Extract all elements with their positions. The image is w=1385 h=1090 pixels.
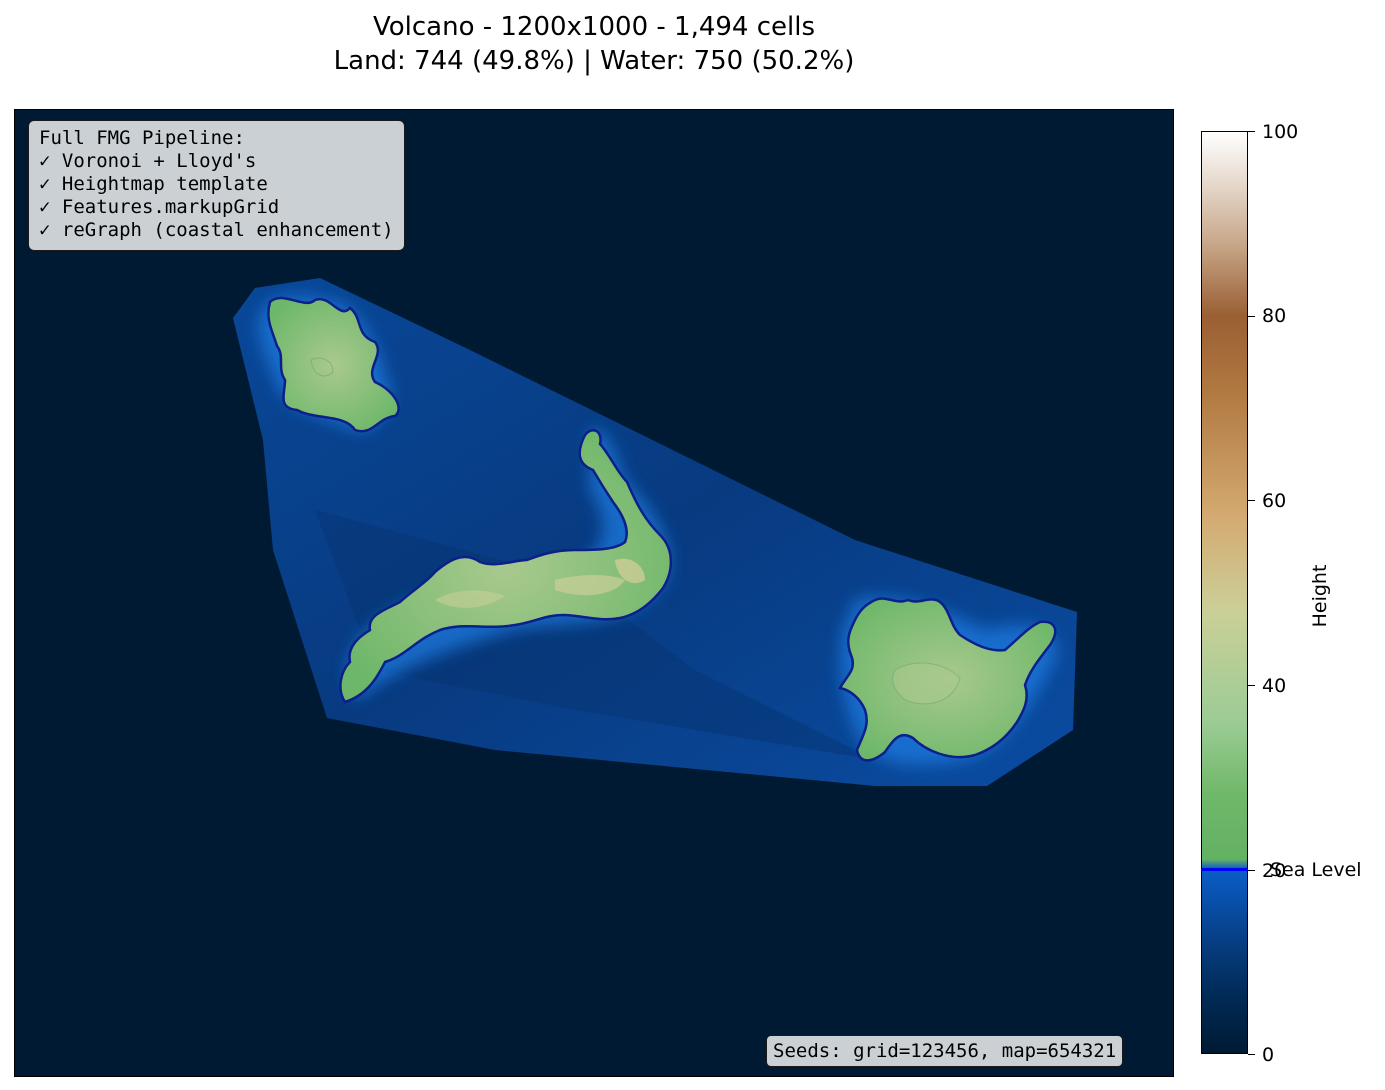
info-line: ✓ Voronoi + Lloyd's: [39, 150, 257, 172]
colorbar-tick-label: 0: [1262, 1044, 1275, 1066]
island-central: [339, 429, 673, 704]
sea-level-line: [1201, 868, 1248, 871]
colorbar-tick-label: 40: [1262, 675, 1287, 697]
height-colorbar: [1201, 131, 1248, 1054]
heightmap-plot: [14, 109, 1174, 1077]
seeds-box: Seeds: grid=123456, map=654321: [766, 1035, 1124, 1067]
colorbar-tick: [1248, 870, 1255, 871]
info-line: Full FMG Pipeline:: [39, 127, 245, 149]
heightmap-svg: [233, 278, 1077, 786]
colorbar-axis-label: Height: [1309, 564, 1331, 628]
colorbar-tick-label: 60: [1262, 490, 1287, 512]
colorbar-tick: [1248, 131, 1255, 132]
colorbar-tick-label: 20: [1262, 860, 1287, 882]
island-northwest: [267, 296, 400, 433]
colorbar-tick: [1248, 1054, 1255, 1055]
colorbar-tick-label: 100: [1262, 121, 1299, 143]
colorbar-tick: [1248, 316, 1255, 317]
colorbar-tick: [1248, 500, 1255, 501]
map-title: Volcano - 1200x1000 - 1,494 cells: [372, 12, 816, 42]
colorbar-tick: [1248, 685, 1255, 686]
info-line: ✓ Heightmap template: [39, 173, 268, 195]
colorbar-tick-label: 80: [1262, 305, 1287, 327]
info-line: ✓ reGraph (coastal enhancement): [39, 219, 394, 241]
info-line: ✓ Features.markupGrid: [39, 196, 280, 218]
pipeline-info-box: Full FMG Pipeline: ✓ Voronoi + Lloyd's ✓…: [28, 120, 405, 251]
map-subtitle: Land: 744 (49.8%) | Water: 750 (50.2%): [333, 46, 855, 76]
sea-level-label: Sea Level: [1270, 859, 1362, 881]
